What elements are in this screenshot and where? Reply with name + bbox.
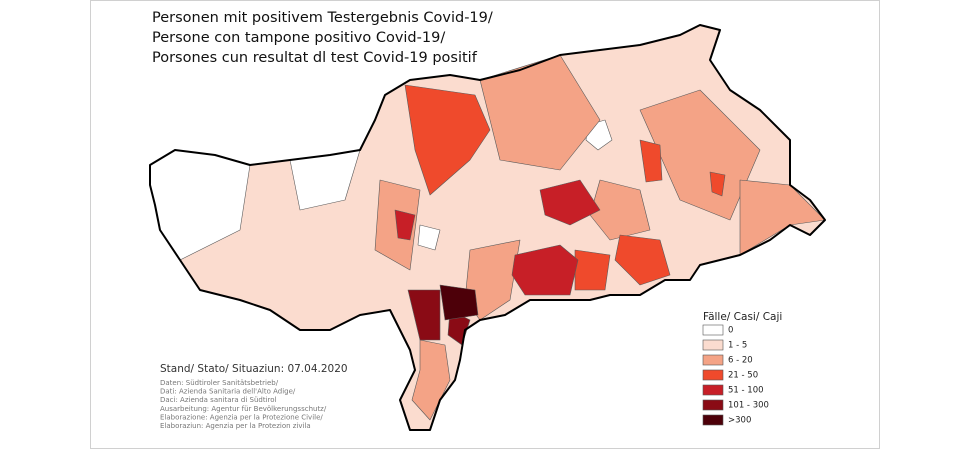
source-line: Elaborazione: Agenzia per la Protezione … [160, 413, 323, 421]
legend-swatch [702, 354, 724, 366]
legend-swatch [702, 339, 724, 351]
municipality [739, 179, 826, 256]
legend-label: >300 [728, 416, 751, 426]
legend-swatch [702, 414, 724, 426]
legend-title: Fälle/ Casi/ Caji [703, 311, 782, 323]
municipality [511, 244, 579, 296]
source-line: Dati: Azienda Sanitaria dell'Alto Adige/ [160, 388, 296, 396]
sources: Daten: Südtiroler Sanitätsbetrieb/Dati: … [160, 379, 327, 430]
source-line: Daci: Azienda sanitara di Südtirol [160, 396, 277, 404]
title-line: Persone con tampone positivo Covid-19/ [152, 30, 445, 46]
municipality [439, 284, 479, 321]
municipality [407, 289, 441, 341]
municipality [574, 249, 611, 291]
legend-label: 1 - 5 [728, 341, 747, 351]
source-line: Elaboraziun: Agenzia per la Protezion zi… [160, 422, 311, 430]
map [149, 24, 826, 431]
municipality [411, 339, 451, 421]
legend-label: 6 - 20 [728, 356, 753, 366]
legend-swatch [702, 369, 724, 381]
date-stand: Stand/ Stato/ Situaziun: 07.04.2020 [160, 363, 348, 375]
source-line: Ausarbeitung: Agentur für Bevölkerungssc… [160, 405, 327, 413]
legend-swatch [702, 384, 724, 396]
municipality [709, 171, 726, 197]
frame [90, 0, 880, 449]
source-line: Daten: Südtiroler Sanitätsbetrieb/ [160, 379, 279, 387]
title-line: Personen mit positivem Testergebnis Covi… [152, 10, 493, 26]
legend-swatch [702, 324, 724, 336]
municipality [404, 84, 491, 196]
municipality [539, 179, 601, 226]
legend-swatch [702, 399, 724, 411]
legend-label: 101 - 300 [728, 401, 769, 411]
province-border [149, 24, 826, 431]
municipality [417, 224, 441, 251]
legend-label: 51 - 100 [728, 386, 764, 396]
legend: 0 1 - 5 6 - 20 21 - 50 51 - 100 101 - 300 >300 [702, 324, 769, 426]
title-line: Porsones cun resultat dl test Covid-19 p… [152, 50, 478, 66]
legend-label: 0 [728, 326, 733, 336]
municipality [614, 234, 671, 286]
municipality [394, 209, 416, 241]
municipality [639, 139, 663, 183]
legend-label: 21 - 50 [728, 371, 758, 381]
